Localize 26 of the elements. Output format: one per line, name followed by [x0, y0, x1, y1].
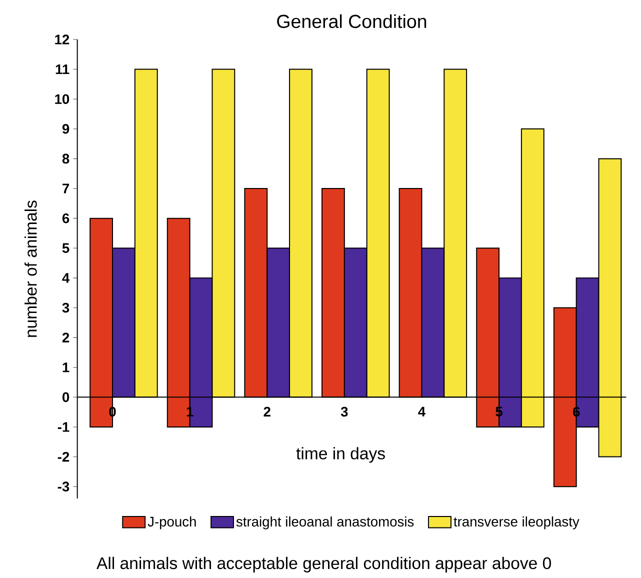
legend-label: straight ileoanal anastomosis: [236, 516, 414, 530]
y-tick-label: 4: [62, 272, 70, 282]
y-tick-label: 11: [56, 64, 70, 74]
y-axis-title: number of animals: [24, 200, 37, 337]
y-tick-label: 10: [55, 94, 70, 104]
y-tick-label: 12: [55, 34, 70, 44]
y-tick-label: 3: [62, 302, 70, 312]
y-tick-label: -2: [58, 452, 70, 462]
y-tick-label: 2: [62, 332, 70, 342]
y-tick-label: -1: [58, 422, 70, 432]
y-tick-label: 5: [62, 243, 70, 253]
x-tick-label: 2: [264, 406, 270, 416]
y-tick-label: -3: [58, 481, 70, 492]
x-axis-title: time in days: [296, 446, 385, 462]
chart-title: General Condition: [277, 14, 426, 28]
y-tick-label: 6: [62, 213, 70, 223]
y-tick-label: 1: [62, 362, 70, 372]
y-tick-label: 9: [62, 124, 70, 134]
y-tick-label: 8: [62, 154, 70, 164]
y-tick-label: 0: [62, 392, 70, 402]
x-tick-label: 3: [340, 406, 348, 416]
x-tick-label: 4: [418, 406, 426, 416]
text: All animals with acceptable general condition appear above 0: [96, 556, 551, 572]
y-tick-label: 7: [62, 184, 70, 194]
legend-label: transverse ileoplasty: [454, 516, 580, 530]
legend-label: J-pouch: [148, 516, 196, 530]
